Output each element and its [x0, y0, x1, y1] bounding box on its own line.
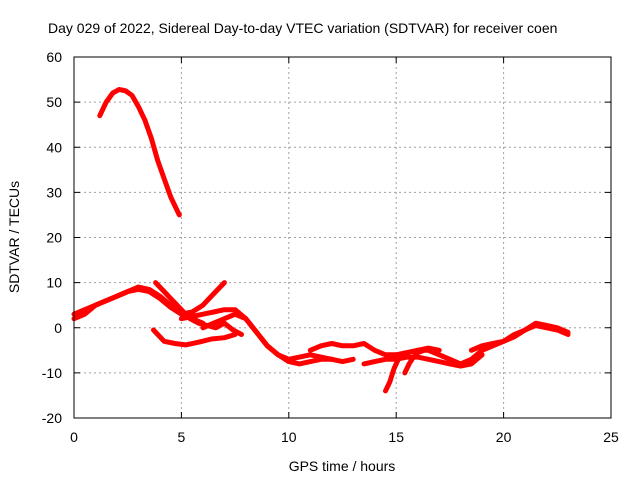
y-tick-label: 0	[54, 320, 62, 336]
y-tick-label: 40	[46, 139, 62, 155]
tick-layer: 0 5 10 15 20 25 -20 -10 0 10 20 30 40 50 60	[42, 49, 619, 445]
y-tick-label: -20	[42, 410, 62, 426]
x-tick-label: 10	[281, 429, 297, 445]
x-tick-label: 20	[496, 429, 512, 445]
chart-title: Day 029 of 2022, Sidereal Day-to-day VTE…	[48, 20, 557, 36]
series-track-g	[200, 311, 335, 362]
series-track-f	[178, 307, 356, 367]
y-axis-label: SDTVAR / TECUs	[6, 181, 22, 293]
y-tick-label: 60	[46, 49, 62, 65]
y-tick-label: 10	[46, 275, 62, 291]
series-track-j	[383, 352, 410, 394]
x-axis-label: GPS time / hours	[289, 458, 396, 474]
series-track-a	[97, 87, 182, 218]
x-tick-label: 15	[388, 429, 404, 445]
series-layer	[71, 87, 571, 394]
plot-frame	[73, 56, 612, 419]
x-tick-label: 5	[178, 429, 186, 445]
y-tick-label: 20	[46, 230, 62, 246]
y-tick-label: -10	[42, 365, 62, 381]
series-track-e	[151, 327, 238, 348]
series-track-d	[153, 280, 244, 337]
series-track-m	[468, 320, 571, 353]
series-track-c	[71, 284, 206, 326]
x-tick-label: 25	[603, 429, 619, 445]
y-tick-label: 50	[46, 94, 62, 110]
y-tick-label: 30	[46, 184, 62, 200]
x-tick-label: 0	[70, 429, 78, 445]
